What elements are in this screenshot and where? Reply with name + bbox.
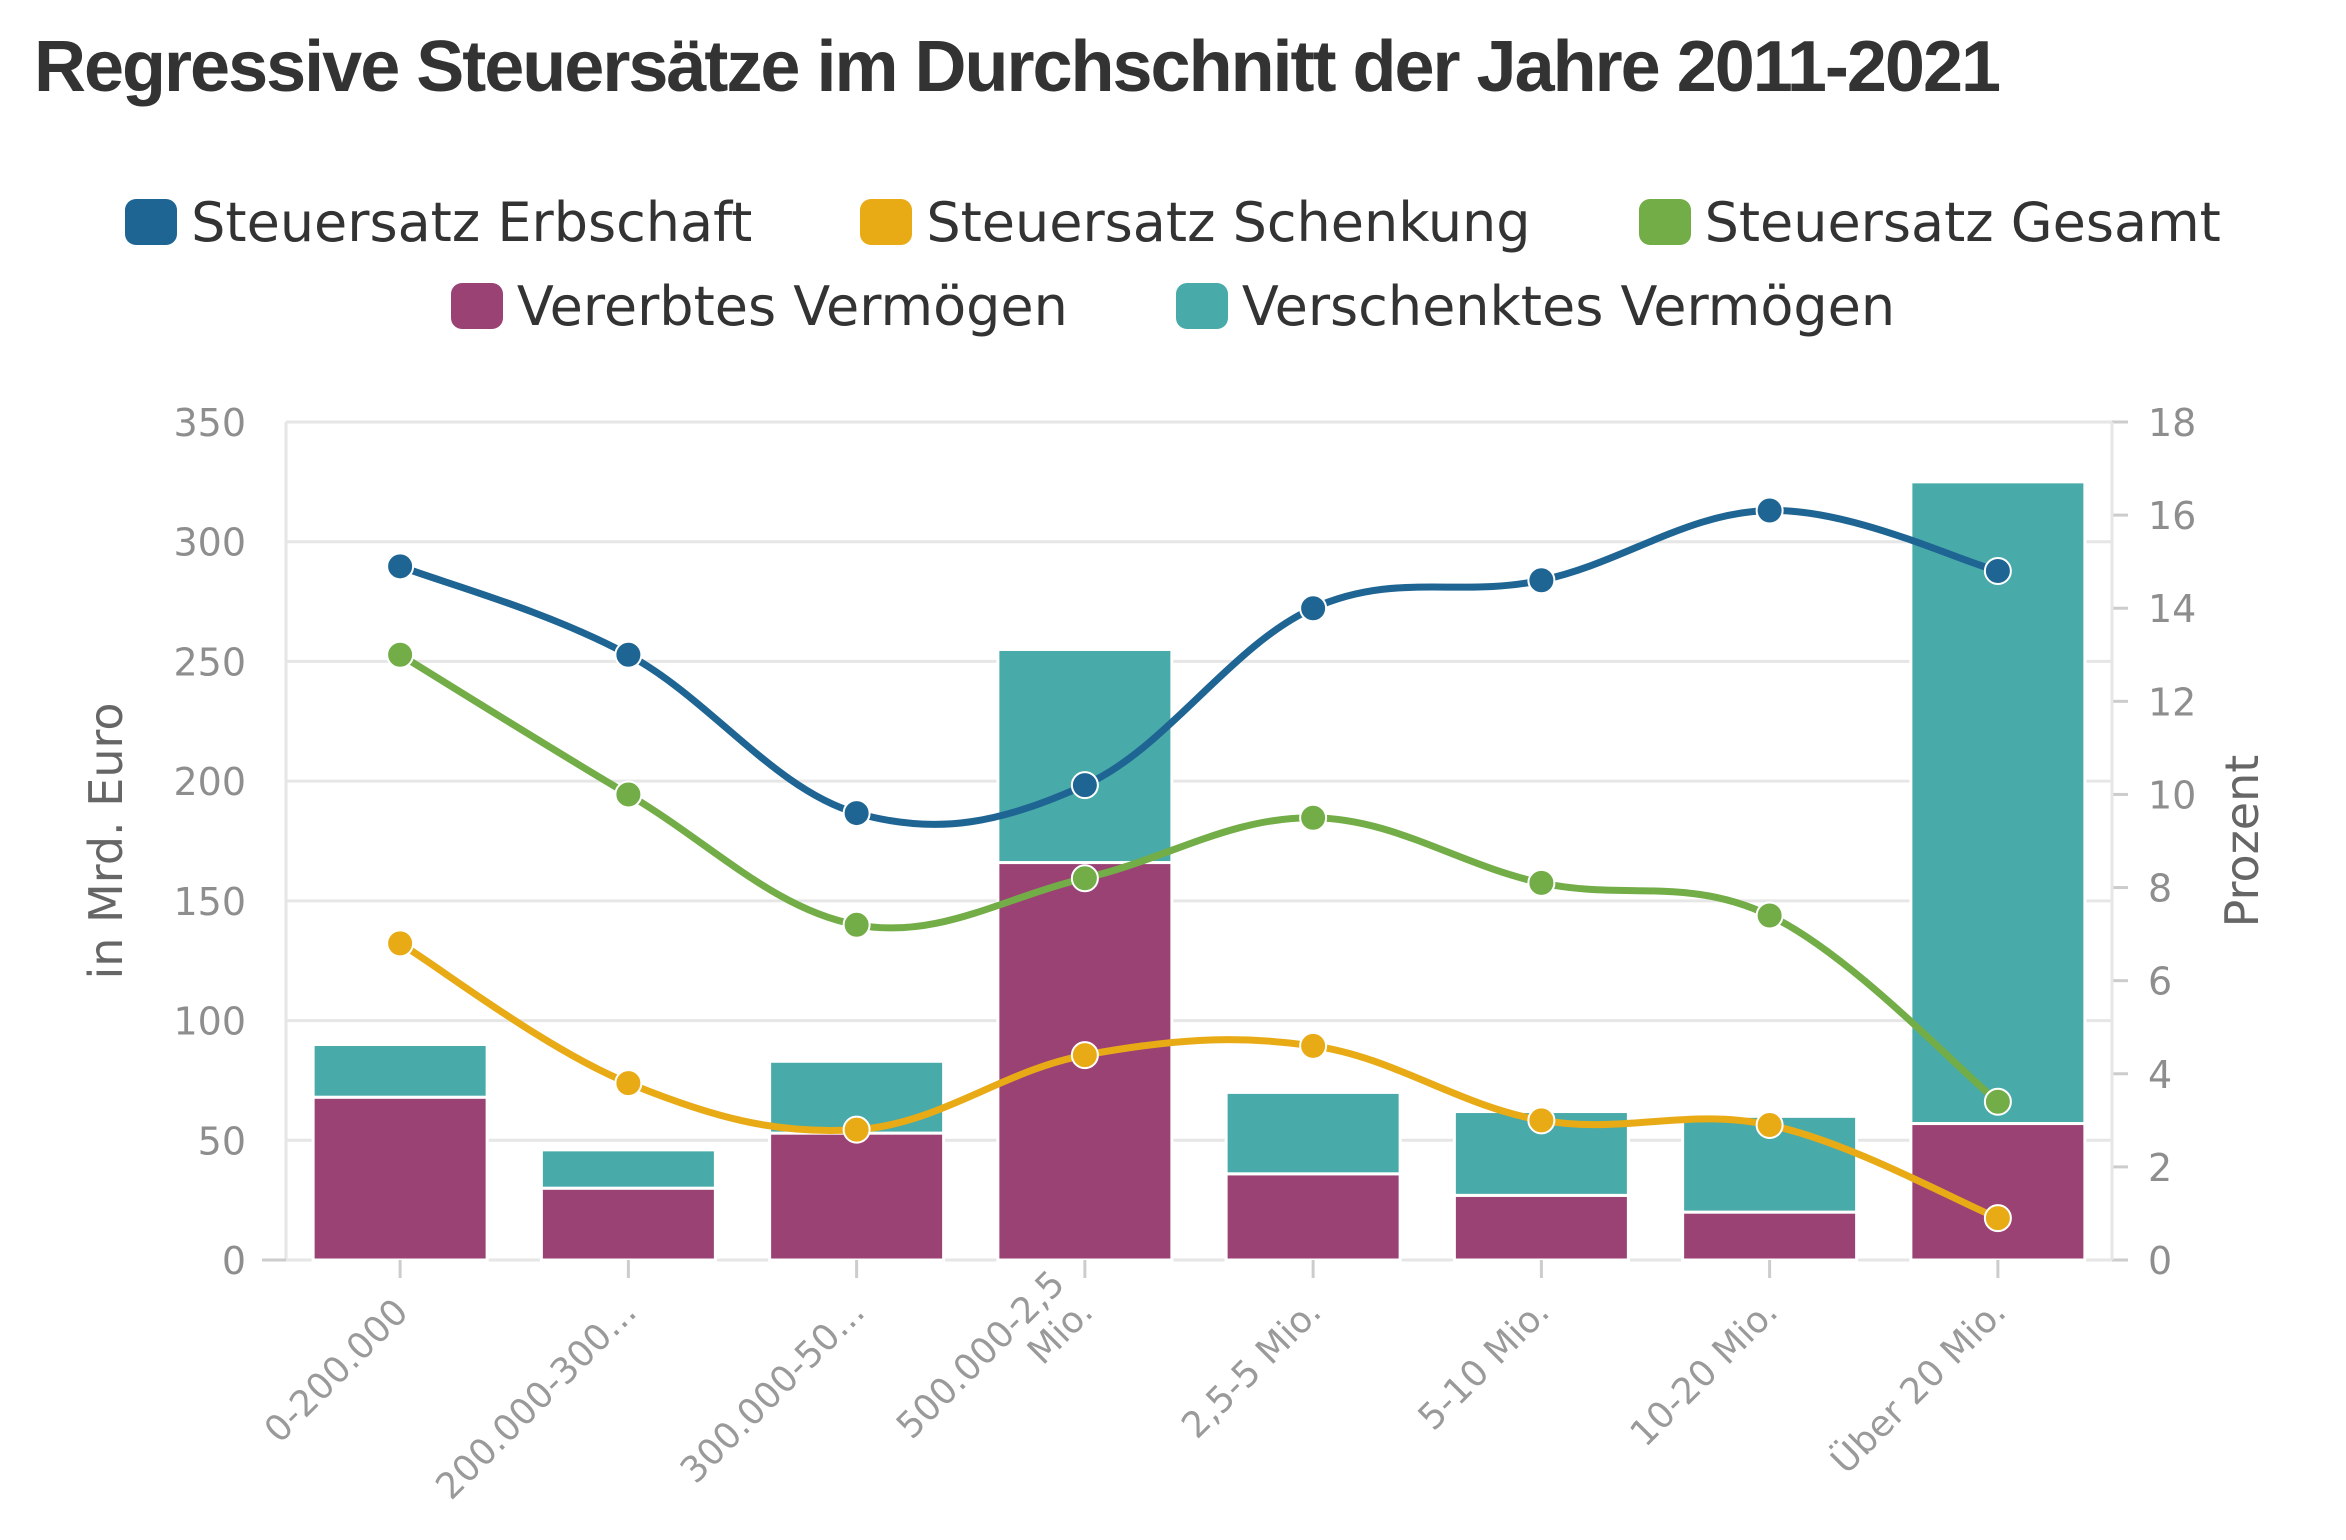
line-point[interactable] [1983, 1204, 2012, 1233]
x-tick-label-line: 0-200.000 [257, 1291, 417, 1451]
y-right-tick-label: 18 [2148, 401, 2196, 445]
line-point[interactable] [1299, 594, 1328, 623]
legend-item[interactable]: Steuersatz Schenkung [860, 190, 1531, 254]
x-tick-label: 500.000-2,5Mio. [889, 1263, 1101, 1475]
x-tick-label: 10-20 Mio. [1623, 1291, 1786, 1454]
bar-vererbt[interactable] [539, 1186, 717, 1262]
x-tick-label-line: Über 20 Mio. [1823, 1291, 2014, 1482]
line-point[interactable] [1755, 901, 1784, 930]
y-right-tick-label: 16 [2148, 494, 2196, 538]
line-point[interactable] [842, 910, 871, 939]
y-left-tick-label: 350 [173, 401, 246, 445]
line-point[interactable] [614, 640, 643, 669]
y-right-tick-label: 12 [2148, 680, 2196, 724]
chart-title: Regressive Steuersätze im Durchschnitt d… [34, 27, 2001, 107]
line-point[interactable] [614, 780, 643, 809]
y-left-tick-label: 0 [222, 1239, 246, 1283]
line-point[interactable] [1527, 868, 1556, 897]
line-point[interactable] [1755, 496, 1784, 525]
y-left-tick-label: 300 [173, 521, 246, 565]
line-point[interactable] [1070, 1041, 1099, 1070]
legend-swatch [450, 283, 503, 329]
legend-swatch [1638, 199, 1691, 245]
legend: Steuersatz Erbschaft Steuersatz Schenkung… [0, 180, 2346, 348]
x-tick-label-line: 300.000-50... [673, 1291, 873, 1491]
line-point[interactable] [1070, 864, 1099, 893]
line-point[interactable] [1527, 1106, 1556, 1135]
bar-verschenkt[interactable] [539, 1148, 717, 1190]
bar-vererbt[interactable] [1681, 1210, 1859, 1262]
line-point[interactable] [386, 552, 415, 581]
bar-verschenkt[interactable] [1909, 480, 2087, 1126]
legend-label: Steuersatz Gesamt [1704, 190, 2221, 254]
y-left-axis-title: in Mrd. Euro [79, 702, 133, 979]
legend-label: Vererbtes Vermögen [516, 274, 1068, 338]
legend-item[interactable]: Verschenktes Vermögen [1175, 274, 1896, 338]
x-tick-label: 200.000-300... [428, 1291, 644, 1507]
y-left-tick-label: 150 [173, 880, 246, 924]
x-tick-label-line: 10-20 Mio. [1623, 1291, 1786, 1454]
legend-row: Vererbtes Vermögen Verschenktes Vermögen [0, 264, 2346, 348]
bar-vererbt[interactable] [768, 1131, 946, 1262]
line-point[interactable] [1755, 1110, 1784, 1139]
line-point[interactable] [1983, 1087, 2012, 1116]
legend-swatch [125, 199, 178, 245]
line-point[interactable] [842, 799, 871, 828]
bar-verschenkt[interactable] [996, 647, 1174, 865]
legend-item[interactable]: Steuersatz Gesamt [1638, 190, 2221, 254]
line-point[interactable] [1070, 771, 1099, 800]
bar-vererbt[interactable] [1224, 1172, 1402, 1262]
y-right-axis-title: Prozent [2215, 755, 2269, 928]
bars-layer [311, 480, 2087, 1262]
y-right-tick-label: 10 [2148, 773, 2196, 817]
line-series [396, 506, 2002, 828]
x-tick-label: 5-10 Mio. [1411, 1291, 1558, 1438]
bar-vererbt[interactable] [1452, 1193, 1630, 1262]
bar-vererbt[interactable] [311, 1095, 489, 1262]
legend-swatch [1175, 283, 1228, 329]
x-tick-label-line: 5-10 Mio. [1411, 1291, 1558, 1438]
y-left-tick-label: 250 [173, 640, 246, 684]
bar-verschenkt[interactable] [1681, 1114, 1859, 1214]
x-tick-label: 0-200.000 [257, 1291, 417, 1451]
legend-label: Steuersatz Schenkung [926, 190, 1531, 254]
y-left-tick-label: 50 [198, 1119, 246, 1163]
line-point[interactable] [386, 929, 415, 958]
lines-layer [386, 496, 2012, 1233]
legend-swatch [860, 199, 913, 245]
y-right-tick-label: 2 [2148, 1146, 2172, 1190]
y-left-tick-label: 100 [173, 1000, 246, 1044]
x-tick-label-line: 200.000-300... [428, 1291, 644, 1507]
legend-row: Steuersatz Erbschaft Steuersatz Schenkung… [0, 180, 2346, 264]
legend-label: Steuersatz Erbschaft [191, 190, 753, 254]
y-right-tick-label: 0 [2148, 1239, 2172, 1283]
line-point[interactable] [614, 1069, 643, 1098]
x-tick-label: Über 20 Mio. [1823, 1291, 2014, 1482]
line-point[interactable] [1527, 566, 1556, 595]
y-left-tick-label: 200 [173, 760, 246, 804]
bar-verschenkt[interactable] [311, 1043, 489, 1099]
x-tick-label: 300.000-50... [673, 1291, 873, 1491]
line-point[interactable] [842, 1115, 871, 1144]
x-tick-label-line: 2,5-5 Mio. [1174, 1291, 1329, 1446]
legend-label: Verschenktes Vermögen [1241, 274, 1896, 338]
legend-item[interactable]: Steuersatz Erbschaft [125, 191, 752, 254]
line-point[interactable] [386, 640, 415, 669]
line-series [396, 651, 2002, 1106]
line-point[interactable] [1299, 1031, 1328, 1060]
y-right-tick-label: 4 [2148, 1053, 2172, 1097]
line-series [396, 939, 2002, 1222]
y-right-tick-label: 8 [2148, 867, 2172, 911]
y-right-tick-label: 6 [2148, 960, 2172, 1004]
y-right-tick-label: 14 [2148, 587, 2196, 631]
x-tick-label: 2,5-5 Mio. [1174, 1291, 1329, 1446]
line-point[interactable] [1299, 803, 1328, 832]
legend-item[interactable]: Vererbtes Vermögen [450, 274, 1068, 338]
bar-verschenkt[interactable] [1224, 1090, 1402, 1176]
line-point[interactable] [1983, 556, 2012, 585]
